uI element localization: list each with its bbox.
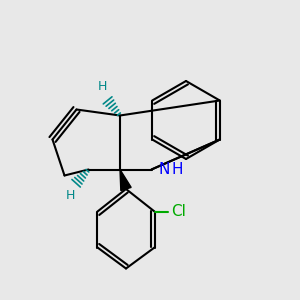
Text: H: H [172,162,183,177]
Polygon shape [120,169,131,190]
Text: Cl: Cl [171,204,186,219]
Text: H: H [97,80,107,93]
Text: N: N [159,162,170,177]
Text: H: H [66,189,75,202]
